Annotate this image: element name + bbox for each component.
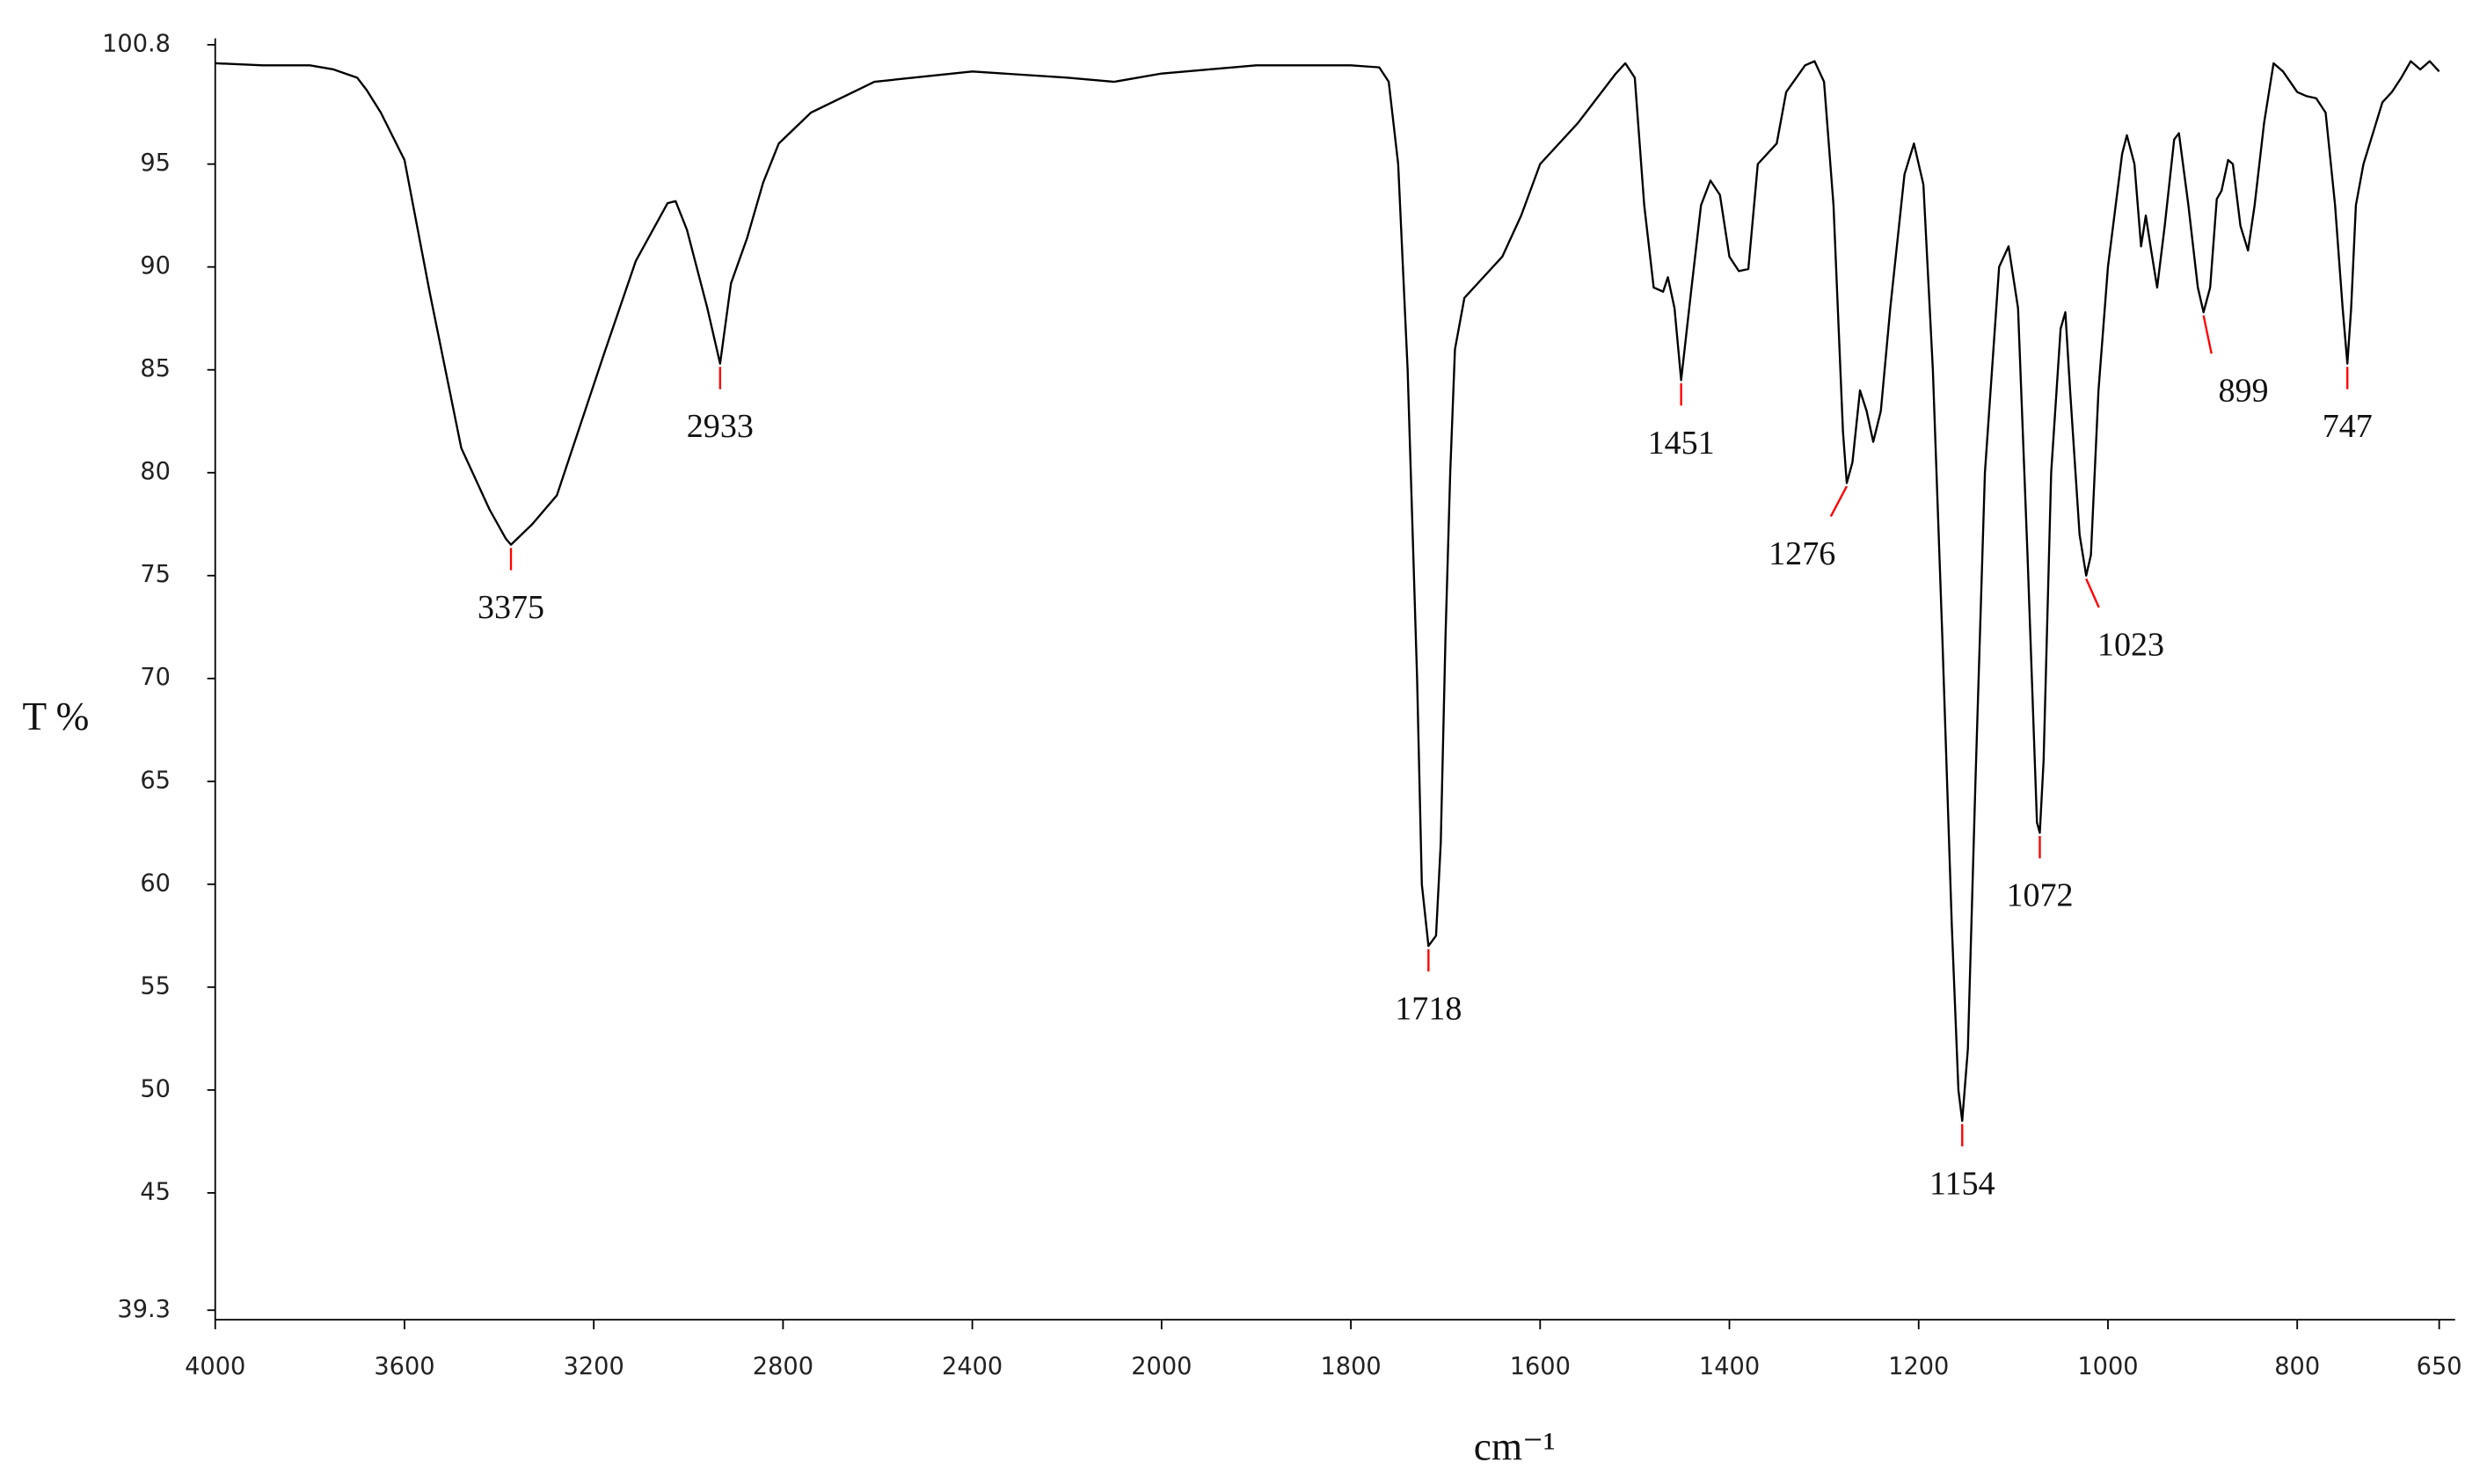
x-tick-label: 2800 (753, 1353, 813, 1380)
peak-marker (2085, 578, 2100, 608)
y-tick-label: 75 (140, 561, 171, 588)
x-tick-label: 1000 (2077, 1353, 2138, 1380)
peak-label: 1072 (2006, 877, 2073, 914)
spectrum-line (215, 60, 2440, 1123)
peak-label: 1023 (2097, 626, 2164, 663)
y-tick-label: 100.8 (102, 30, 171, 57)
peak-label: 899 (2218, 373, 2268, 410)
peak-label: 747 (2323, 408, 2373, 445)
x-tick-label: 1800 (1320, 1353, 1381, 1380)
x-tick-label: 3600 (374, 1353, 434, 1380)
y-tick-label: 70 (140, 664, 171, 691)
y-tick-label: 55 (140, 972, 171, 1000)
peak-marker (1829, 485, 1849, 518)
y-tick-label: 80 (140, 458, 171, 485)
x-tick-label: 1600 (1510, 1353, 1571, 1380)
y-axis-label: T % (22, 695, 89, 738)
y-tick-label: 85 (140, 355, 171, 382)
peak-label: 1154 (1929, 1165, 1995, 1202)
peak-label: 3375 (478, 589, 544, 626)
x-axis-label: cm⁻¹ (1474, 1425, 1556, 1469)
y-tick-label: 39.3 (117, 1296, 171, 1323)
peak-label: 1718 (1395, 990, 1462, 1027)
y-tick-label: 45 (140, 1178, 171, 1205)
x-tick-label: 650 (2417, 1353, 2462, 1380)
x-tick-label: 1200 (1888, 1353, 1949, 1380)
peak-label: 2933 (687, 408, 754, 445)
y-tick-label: 60 (140, 869, 171, 897)
peak-label: 1276 (1769, 535, 1835, 572)
peak-label: 1451 (1648, 425, 1715, 462)
x-tick-label: 3200 (564, 1353, 624, 1380)
x-tick-label: 2400 (942, 1353, 1003, 1380)
y-tick-label: 50 (140, 1075, 171, 1102)
x-tick-label: 2000 (1131, 1353, 1192, 1380)
y-tick-label: 95 (140, 149, 171, 177)
x-tick-label: 800 (2274, 1353, 2320, 1380)
x-tick-label: 4000 (185, 1353, 245, 1380)
y-tick-label: 65 (140, 767, 171, 794)
x-tick-label: 1400 (1699, 1353, 1760, 1380)
y-tick-label: 90 (140, 252, 171, 280)
peak-marker (2202, 315, 2213, 354)
